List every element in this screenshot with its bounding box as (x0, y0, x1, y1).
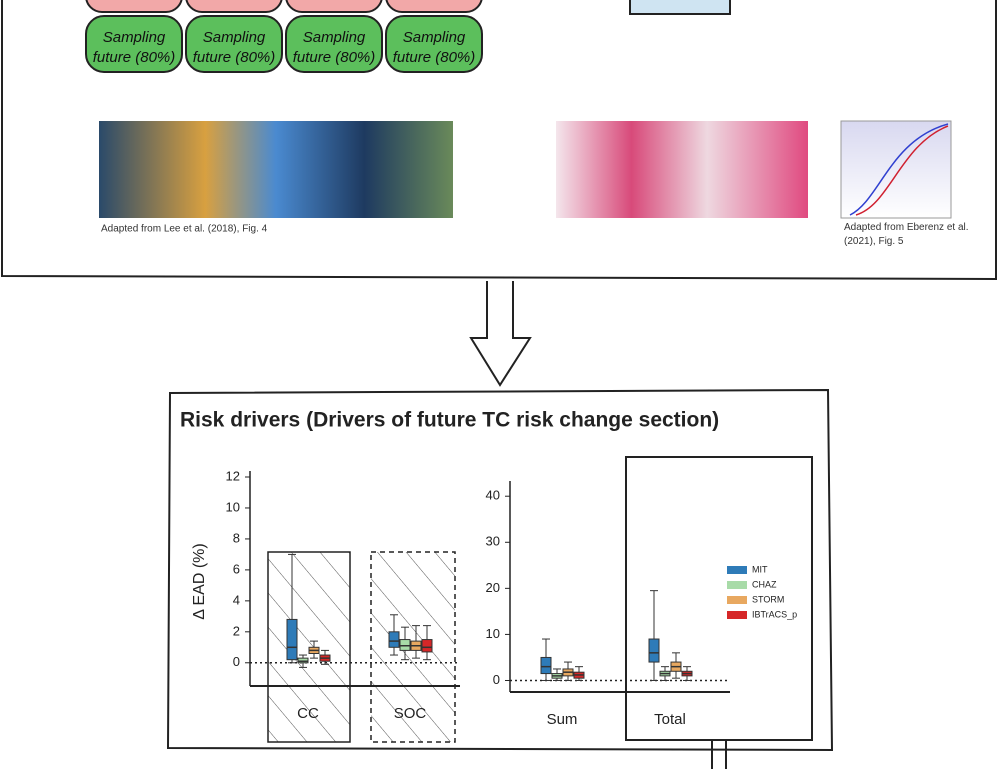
track-map (99, 121, 453, 218)
box (388, 631, 400, 648)
y-tick-label: 4 (233, 592, 240, 607)
pill-text: Sampling (203, 29, 266, 46)
box (540, 656, 552, 675)
legend-label: IBTrACS_p (752, 609, 797, 619)
y-tick-label: 30 (486, 534, 500, 549)
pill-text: future (80%) (293, 49, 376, 66)
caption: Adapted from Lee et al. (2018), Fig. 4 (101, 224, 268, 235)
y-tick-label: 0 (493, 672, 500, 687)
legend-label: STORM (752, 594, 784, 604)
pill-text: future (80%) (193, 49, 276, 66)
panel-title: Risk drivers (Drivers of future TC risk … (180, 409, 719, 432)
legend-label: CHAZ (752, 579, 777, 589)
pill-text: Sampling (103, 29, 166, 46)
legend-swatch (727, 596, 747, 604)
pill (385, 15, 483, 73)
charts: 0 2 4 6 8 10 12 Δ EAD (%) CC SOC 0 10 20 30 40 Sum Total… (191, 468, 797, 728)
pill (285, 15, 383, 73)
box (297, 657, 309, 664)
x-tick-label: Total (654, 711, 686, 728)
down-arrow (469, 281, 532, 387)
box (648, 638, 660, 663)
box (399, 639, 411, 651)
y-tick-label: 10 (226, 499, 240, 514)
legend-label: MIT (752, 564, 768, 574)
highlight-box (625, 456, 813, 741)
pill-text: Sampling (303, 29, 366, 46)
y-tick-label: 10 (486, 626, 500, 641)
pill-text: future (80%) (93, 49, 176, 66)
connector (711, 740, 727, 769)
top-panel-frame (1, 0, 997, 281)
y-tick-label: 6 (233, 561, 240, 576)
legend-swatch (727, 566, 747, 574)
cdf-plot (840, 120, 952, 219)
y-tick-label: 0 (233, 654, 240, 669)
pill-text: future (80%) (393, 49, 476, 66)
box (286, 618, 298, 661)
y-tick-label: 20 (486, 580, 500, 595)
pink-pills (85, 0, 483, 13)
pill (185, 15, 283, 73)
cdf-line (849, 123, 949, 216)
caption: Adapted from Eberenz et al. (2021), Fig.… (844, 222, 969, 247)
y-tick-label: 8 (233, 530, 240, 545)
x-tick-label: Sum (547, 711, 578, 728)
legend-swatch (727, 611, 747, 619)
caption-box: Adapted from Eberenz et al. (2021), Fig.… (844, 222, 969, 247)
blue-box (629, 0, 731, 15)
exposure-map (556, 121, 808, 218)
box (421, 639, 433, 653)
y-tick-label: 12 (226, 468, 240, 483)
pill (85, 15, 183, 73)
x-tick-label: CC (297, 705, 319, 722)
pill-text: Sampling (403, 29, 466, 46)
sampling-pills: Sampling future (80%) Sampling future (80%)… (85, 15, 483, 73)
y-axis-label: Δ EAD (%) (191, 543, 208, 619)
x-tick-label: SOC (394, 705, 427, 722)
cdf-line (855, 125, 949, 216)
y-tick-label: 40 (486, 488, 500, 503)
legend-swatch (727, 581, 747, 589)
y-tick-label: 2 (233, 623, 240, 638)
